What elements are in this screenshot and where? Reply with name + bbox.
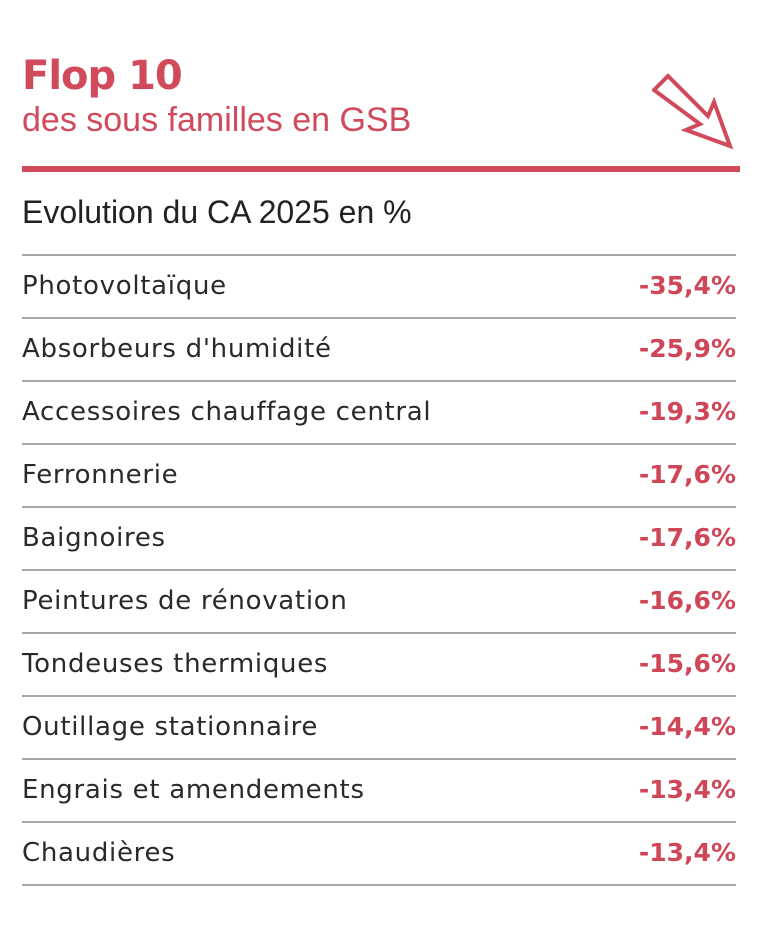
table-row: Accessoires chauffage central -19,3%	[22, 380, 736, 443]
flop-table: Photovoltaïque -35,4% Absorbeurs d'humid…	[22, 254, 736, 886]
row-label: Chaudières	[22, 838, 176, 868]
page-subtitle: des sous familles en GSB	[22, 101, 412, 139]
row-label: Peintures de rénovation	[22, 586, 348, 616]
row-value: -35,4%	[638, 271, 736, 300]
row-label: Accessoires chauffage central	[22, 397, 432, 427]
row-value: -17,6%	[638, 523, 736, 552]
table-row: Ferronnerie -17,6%	[22, 443, 736, 506]
row-label: Outillage stationnaire	[22, 712, 319, 742]
row-value: -13,4%	[638, 775, 736, 804]
table-row: Engrais et amendements -13,4%	[22, 758, 736, 821]
row-label: Absorbeurs d'humidité	[22, 334, 332, 364]
page-title: Flop 10	[22, 53, 183, 99]
table-row: Photovoltaïque -35,4%	[22, 254, 736, 317]
table-row: Baignoires -17,6%	[22, 506, 736, 569]
table-row: Absorbeurs d'humidité -25,9%	[22, 317, 736, 380]
table-row: Chaudières -13,4%	[22, 821, 736, 886]
arrow-down-right-icon	[652, 73, 734, 150]
row-label: Photovoltaïque	[22, 271, 227, 301]
table-row: Tondeuses thermiques -15,6%	[22, 632, 736, 695]
row-value: -17,6%	[638, 460, 736, 489]
row-value: -14,4%	[638, 712, 736, 741]
row-value: -15,6%	[638, 649, 736, 678]
table-row: Peintures de rénovation -16,6%	[22, 569, 736, 632]
header-divider	[22, 166, 740, 172]
row-label: Engrais et amendements	[22, 775, 365, 805]
row-label: Tondeuses thermiques	[22, 649, 329, 679]
row-value: -25,9%	[638, 334, 736, 363]
row-value: -19,3%	[638, 397, 736, 426]
row-label: Baignoires	[22, 523, 166, 553]
row-label: Ferronnerie	[22, 460, 179, 490]
header: Flop 10 des sous familles en GSB	[22, 52, 740, 152]
row-value: -13,4%	[638, 838, 736, 867]
table-row: Outillage stationnaire -14,4%	[22, 695, 736, 758]
row-value: -16,6%	[638, 586, 736, 615]
section-title: Evolution du CA 2025 en %	[22, 194, 412, 230]
